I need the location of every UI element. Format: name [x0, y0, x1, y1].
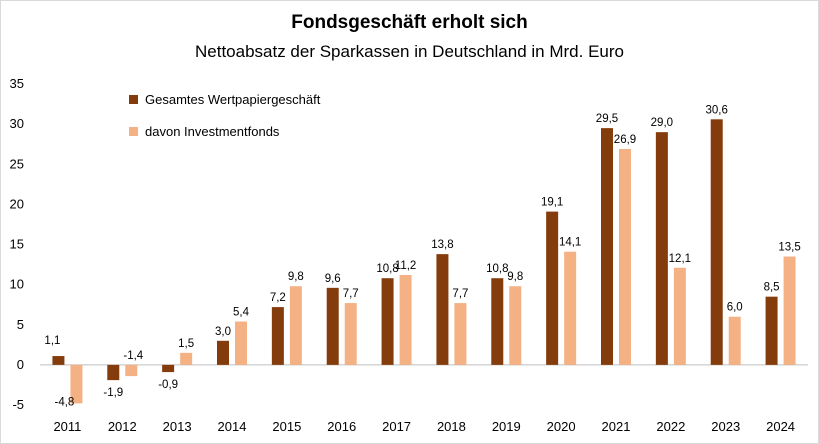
- data-label-wertpapiergeschaeft: 7,2: [270, 292, 286, 304]
- bar-wertpapiergeschaeft: [52, 356, 65, 365]
- data-label-investmentfonds: 12,1: [669, 253, 691, 265]
- y-tick-label: 25: [10, 156, 24, 171]
- y-tick-label: 10: [10, 277, 24, 292]
- x-tick-label: 2024: [766, 419, 795, 434]
- y-tick-label: 0: [17, 357, 24, 372]
- x-tick-label: 2023: [711, 419, 740, 434]
- data-label-wertpapiergeschaeft: 1,1: [44, 335, 60, 347]
- bar-wertpapiergeschaeft: [436, 254, 449, 365]
- data-label-wertpapiergeschaeft: 8,5: [764, 282, 780, 294]
- chart-subtitle: Nettoabsatz der Sparkassen in Deutschlan…: [194, 42, 624, 61]
- y-tick-label: 20: [10, 196, 24, 211]
- data-label-wertpapiergeschaeft: 29,5: [596, 113, 618, 125]
- bar-wertpapiergeschaeft: [655, 132, 668, 365]
- bar-wertpapiergeschaeft: [710, 119, 723, 365]
- data-label-investmentfonds: 11,2: [395, 260, 417, 272]
- bar-investmentfonds: [728, 316, 741, 365]
- x-tick-label: 2022: [656, 419, 685, 434]
- x-tick-label: 2016: [327, 419, 356, 434]
- data-label-investmentfonds: 1,5: [178, 338, 194, 350]
- bar-wertpapiergeschaeft: [381, 278, 394, 365]
- data-label-investmentfonds: 14,1: [559, 237, 581, 249]
- data-label-investmentfonds: 5,4: [233, 307, 250, 319]
- y-tick-label: 5: [17, 317, 24, 332]
- data-label-investmentfonds: 6,0: [727, 302, 743, 314]
- data-label-wertpapiergeschaeft: 19,1: [541, 197, 563, 209]
- data-label-investmentfonds: 7,7: [343, 288, 359, 300]
- data-label-wertpapiergeschaeft: 3,0: [215, 326, 231, 338]
- data-label-wertpapiergeschaeft: 9,6: [325, 273, 341, 285]
- y-tick-label: -5: [12, 397, 24, 412]
- x-tick-label: 2014: [218, 419, 247, 434]
- bar-wertpapiergeschaeft: [546, 211, 559, 365]
- y-tick-label: 30: [10, 116, 24, 131]
- x-tick-label: 2020: [547, 419, 576, 434]
- chart-title: Fondsgeschäft erholt sich: [291, 12, 528, 33]
- legend-swatch: [129, 127, 138, 136]
- bar-investmentfonds: [783, 256, 796, 365]
- bar-investmentfonds: [509, 286, 522, 365]
- data-label-wertpapiergeschaeft: 10,8: [486, 263, 508, 275]
- bar-investmentfonds: [125, 364, 138, 377]
- bar-wertpapiergeschaeft: [107, 364, 120, 381]
- data-label-wertpapiergeschaeft: 13,8: [431, 239, 453, 251]
- x-tick-label: 2015: [272, 419, 301, 434]
- legend-label: Gesamtes Wertpapiergeschäft: [145, 92, 321, 107]
- bar-investmentfonds: [619, 149, 631, 365]
- data-label-investmentfonds: 13,5: [778, 242, 800, 254]
- data-label-investmentfonds: 7,7: [452, 288, 468, 300]
- data-label-investmentfonds: 26,9: [614, 134, 636, 146]
- bar-investmentfonds: [180, 352, 193, 365]
- bar-wertpapiergeschaeft: [601, 128, 613, 365]
- data-label-wertpapiergeschaeft: 30,6: [706, 104, 728, 116]
- data-label-investmentfonds: -1,4: [123, 350, 143, 362]
- bar-investmentfonds: [289, 286, 302, 365]
- data-label-wertpapiergeschaeft: -0,9: [158, 379, 178, 391]
- data-label-investmentfonds: -4,8: [55, 396, 75, 408]
- x-tick-label: 2021: [602, 419, 631, 434]
- x-tick-label: 2012: [108, 419, 137, 434]
- bar-wertpapiergeschaeft: [326, 287, 339, 365]
- bar-wertpapiergeschaeft: [217, 340, 229, 365]
- legend-swatch: [129, 95, 138, 104]
- data-label-wertpapiergeschaeft: -1,9: [103, 387, 123, 399]
- bar-wertpapiergeschaeft: [271, 307, 284, 365]
- y-tick-label: 15: [10, 237, 24, 252]
- bar-investmentfonds: [673, 267, 686, 365]
- x-tick-label: 2018: [437, 419, 466, 434]
- x-tick-label: 2017: [382, 419, 411, 434]
- x-tick-label: 2019: [492, 419, 521, 434]
- bar-investmentfonds: [235, 321, 247, 365]
- data-label-investmentfonds: 9,8: [507, 271, 523, 283]
- bar-investmentfonds: [344, 303, 357, 365]
- bar-investmentfonds: [70, 364, 83, 404]
- bar-investmentfonds: [454, 303, 467, 365]
- data-label-wertpapiergeschaeft: 10,8: [376, 263, 398, 275]
- x-tick-label: 2013: [163, 419, 192, 434]
- data-label-investmentfonds: 9,8: [288, 271, 304, 283]
- bar-wertpapiergeschaeft: [491, 278, 504, 365]
- data-label-wertpapiergeschaeft: 29,0: [651, 117, 673, 129]
- bar-investmentfonds: [564, 251, 577, 365]
- x-tick-label: 2011: [53, 419, 81, 434]
- legend-label: davon Investmentfonds: [145, 124, 280, 139]
- bar-wertpapiergeschaeft: [765, 296, 778, 365]
- bar-wertpapiergeschaeft: [162, 364, 175, 373]
- y-tick-label: 35: [10, 76, 24, 91]
- bar-investmentfonds: [399, 274, 412, 365]
